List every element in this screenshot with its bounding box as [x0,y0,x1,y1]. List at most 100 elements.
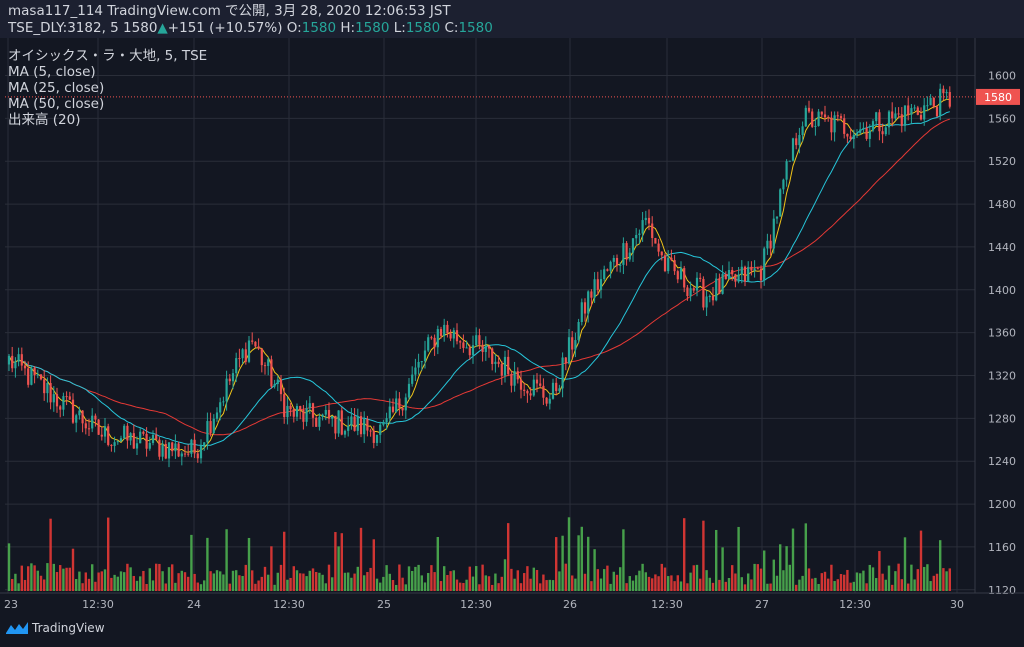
volume-bar [439,581,443,591]
candle-body [446,324,449,334]
volume-bar [164,583,167,591]
price-chart[interactable]: 1120 1160 1200 1240 1280 1320 1360 1400 1440 1480… [0,38,1024,613]
volume-bar [599,578,603,591]
volume-bar [36,570,39,591]
volume-bar [807,568,811,591]
volume-bar [449,571,452,591]
volume-bar [81,583,84,591]
volume-bar [935,573,939,591]
volume-bar [174,582,177,591]
candle-body [235,358,238,374]
volume-bar [20,565,23,591]
candle-body [868,130,871,139]
candle-body [247,340,251,362]
volume-bar [30,563,33,591]
high-label: H: [340,20,356,36]
candle-body [276,379,279,385]
volume-bar [756,564,759,591]
candle-body [203,442,206,446]
x-tick-label: 12:30 [651,598,683,611]
volume-bar [718,579,721,591]
candle-body [20,354,23,366]
legend-volume[interactable]: 出来高 (20) [8,112,81,128]
y-tick-label: 1360 [988,327,1016,340]
candle-body [228,378,231,382]
volume-bar [318,572,321,591]
indicator-legend: オイシックス・ラ・大地, 5, TSE MA (5, close) MA (25… [8,48,207,128]
candle-body [718,278,721,294]
volume-bar [759,568,763,591]
candle-body [465,347,468,349]
candle-body [91,415,94,429]
candle-body [535,379,539,384]
volume-bar [84,572,87,591]
candle-body [622,243,625,265]
legend-ma25[interactable]: MA (25, close) [8,80,105,96]
volume-bar [308,570,311,591]
volume-bar [478,584,481,591]
candle-body [487,345,491,349]
open-value: 1580 [301,20,337,36]
volume-bar [503,559,507,591]
volume-bar [145,584,148,591]
candle-body [926,105,929,107]
volume-bar [673,581,676,591]
volume-bar [827,578,830,591]
candle-body [302,409,305,422]
candle-body [695,277,699,291]
volume-bar [542,574,545,591]
candle-body [583,302,587,314]
volume-bar [158,563,161,591]
candle-body [353,416,356,431]
candle-body [753,268,756,271]
candle-body [660,251,663,256]
volume-bar [251,570,254,591]
volume-bar [401,577,404,591]
candle-body [462,342,465,348]
legend-ma50[interactable]: MA (50, close) [8,96,105,112]
candle-body [747,266,750,282]
candle-body [468,347,471,356]
legend-ma5[interactable]: MA (5, close) [8,64,96,80]
candle-body [526,390,529,394]
candle-body [590,291,593,298]
candle-body [820,111,823,115]
volume-bar [785,546,788,591]
candle-body [39,374,43,380]
candle-body [260,348,263,366]
volume-bar [801,575,804,591]
volume-bar [865,583,868,591]
candle-body [788,160,791,162]
volume-bar [404,584,407,591]
candle-body [209,421,212,434]
volume-bar [529,578,532,591]
candle-body [913,107,916,109]
volume-bar [804,523,807,591]
candle-body [372,430,375,443]
volume-bar [462,582,465,591]
y-tick-label: 1240 [988,455,1016,468]
candle-body [382,422,385,425]
volume-bar [587,536,590,591]
candle-body [708,296,711,298]
volume-bar [113,574,116,591]
volume-bar [97,572,100,591]
volume-bar [391,580,395,591]
candle-body [225,378,228,402]
tradingview-logo[interactable]: TradingView [6,621,105,635]
volume-bar [491,584,494,591]
candle-body [903,105,907,126]
candle-body [263,365,267,367]
volume-bar [548,579,551,591]
candle-body [363,418,366,435]
volume-bar [494,573,497,591]
volume-bar [875,578,878,591]
candle-body [731,270,734,275]
volume-bar [654,574,657,591]
volume-bar [846,569,849,591]
candle-body [724,274,727,280]
candle-body [750,266,753,271]
volume-bar [247,537,251,591]
candle-body [727,270,731,280]
candle-body [519,379,523,390]
